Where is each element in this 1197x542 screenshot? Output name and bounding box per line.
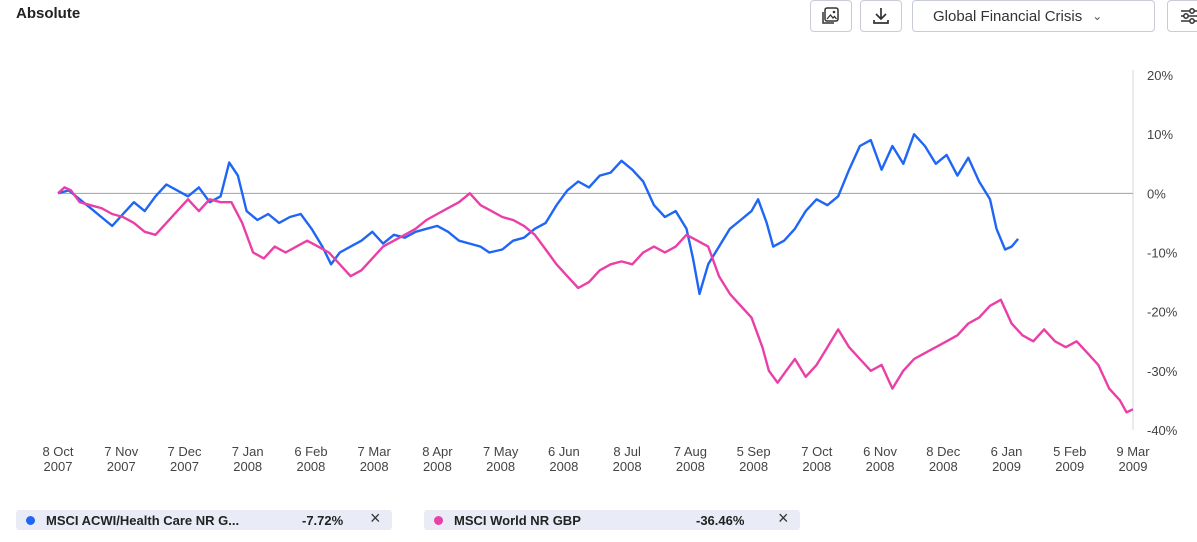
svg-text:2008: 2008 <box>549 459 578 474</box>
download-button[interactable] <box>860 0 902 32</box>
svg-text:2008: 2008 <box>423 459 452 474</box>
svg-text:2008: 2008 <box>360 459 389 474</box>
svg-text:2009: 2009 <box>1055 459 1084 474</box>
svg-text:7 Nov: 7 Nov <box>104 444 138 459</box>
svg-text:2008: 2008 <box>613 459 642 474</box>
svg-text:2008: 2008 <box>676 459 705 474</box>
y-axis: 20% 10% 0% -10% -20% -30% -40% <box>1132 68 1178 438</box>
svg-text:2008: 2008 <box>486 459 515 474</box>
svg-text:9 Mar: 9 Mar <box>1116 444 1150 459</box>
remove-series-icon[interactable]: × <box>778 508 789 528</box>
svg-text:7 Dec: 7 Dec <box>167 444 201 459</box>
svg-text:6 Nov: 6 Nov <box>863 444 897 459</box>
chart-mode-title: Absolute <box>16 5 81 22</box>
legend-series-name: MSCI ACWI/Health Care NR G... <box>46 512 240 528</box>
svg-text:2008: 2008 <box>233 459 262 474</box>
svg-text:2008: 2008 <box>929 459 958 474</box>
svg-text:2008: 2008 <box>866 459 895 474</box>
image-export-icon <box>822 7 839 24</box>
svg-text:6 Jan: 6 Jan <box>991 444 1023 459</box>
svg-text:8 Dec: 8 Dec <box>926 444 960 459</box>
legend-item-world[interactable]: MSCI World NR GBP -36.46% × <box>424 508 800 530</box>
legend-item-health-care[interactable]: MSCI ACWI/Health Care NR G... -7.72% × <box>16 508 392 530</box>
image-export-button[interactable] <box>810 0 852 32</box>
chart-settings-button[interactable] <box>1167 0 1197 32</box>
series-line-world <box>57 186 1134 414</box>
legend-series-name: MSCI World NR GBP <box>454 512 581 528</box>
svg-text:8 Apr: 8 Apr <box>422 444 453 459</box>
svg-text:6 Jun: 6 Jun <box>548 444 580 459</box>
remove-series-icon[interactable]: × <box>370 508 381 528</box>
svg-text:2009: 2009 <box>992 459 1021 474</box>
y-tick-label: -30% <box>1147 364 1178 379</box>
svg-text:7 Jan: 7 Jan <box>232 444 264 459</box>
svg-text:2008: 2008 <box>802 459 831 474</box>
svg-text:7 Aug: 7 Aug <box>674 444 707 459</box>
series-color-dot <box>434 515 443 525</box>
y-tick-label: -40% <box>1147 423 1178 438</box>
y-tick-label: 10% <box>1147 127 1173 142</box>
svg-text:6 Feb: 6 Feb <box>294 444 327 459</box>
svg-text:5 Sep: 5 Sep <box>737 444 771 459</box>
series-color-dot <box>26 515 35 525</box>
svg-text:2009: 2009 <box>1119 459 1148 474</box>
legend-series-value: -36.46% <box>696 512 745 528</box>
y-tick-label: 20% <box>1147 68 1173 83</box>
svg-text:2008: 2008 <box>739 459 768 474</box>
svg-text:2008: 2008 <box>296 459 325 474</box>
series-line-health-care <box>57 133 1020 296</box>
y-tick-label: -20% <box>1147 305 1178 320</box>
scenario-dropdown[interactable]: Global Financial Crisis ⌄ <box>912 0 1155 32</box>
svg-text:2007: 2007 <box>107 459 136 474</box>
svg-text:7 May: 7 May <box>483 444 519 459</box>
svg-text:2007: 2007 <box>44 459 73 474</box>
svg-text:2007: 2007 <box>170 459 199 474</box>
svg-text:7 Mar: 7 Mar <box>358 444 392 459</box>
svg-text:5 Feb: 5 Feb <box>1053 444 1086 459</box>
svg-text:8 Oct: 8 Oct <box>42 444 73 459</box>
y-tick-label: -10% <box>1147 246 1178 261</box>
download-icon <box>873 8 889 24</box>
chevron-down-icon: ⌄ <box>1092 9 1103 23</box>
scenario-selected-value: Global Financial Crisis <box>933 7 1083 25</box>
legend-series-value: -7.72% <box>302 512 344 528</box>
svg-text:8 Jul: 8 Jul <box>613 444 641 459</box>
sliders-icon <box>1181 8 1197 24</box>
y-tick-label: 0% <box>1147 186 1166 201</box>
svg-text:7 Oct: 7 Oct <box>801 444 832 459</box>
